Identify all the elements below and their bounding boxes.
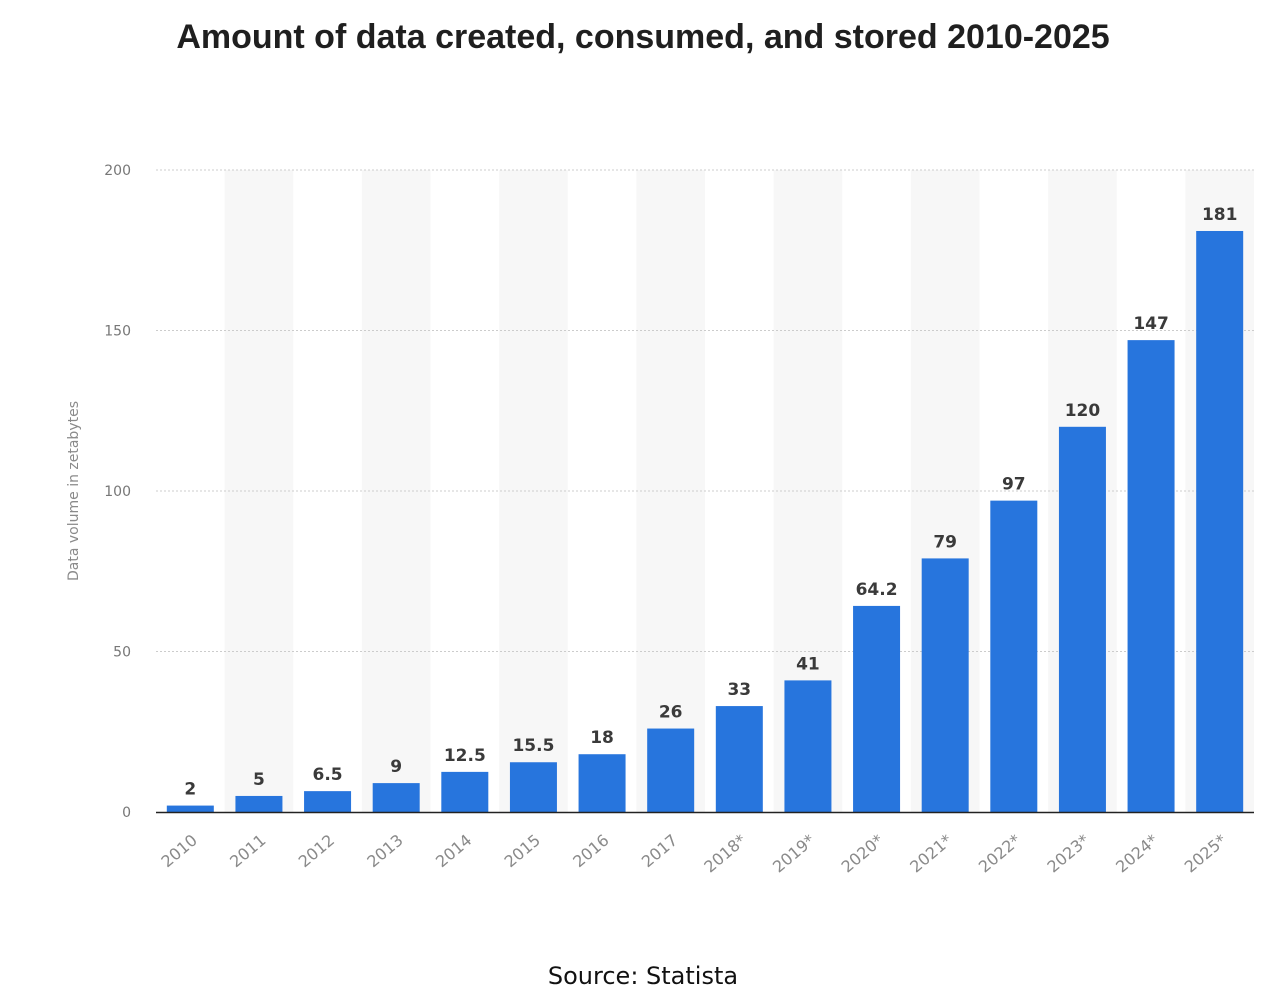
y-axis-ticks: 0 50 100 150 200: [104, 163, 131, 821]
x-tick-label: 2024*: [1112, 831, 1162, 877]
bar: [235, 795, 283, 812]
y-tick-label: 200: [104, 163, 131, 179]
bar: [166, 805, 214, 812]
data-label: 147: [1133, 314, 1169, 334]
data-label: 41: [796, 654, 820, 674]
y-tick-label: 100: [104, 484, 131, 500]
x-tick-label: 2017: [638, 831, 681, 872]
data-label: 15.5: [512, 736, 554, 756]
x-tick-label: 2025*: [1181, 831, 1231, 877]
x-tick-label: 2022*: [975, 831, 1025, 877]
x-tick-label: 2013: [363, 831, 406, 872]
y-tick-label: 150: [104, 324, 131, 340]
bar: [853, 605, 901, 812]
x-tick-label: 2018*: [700, 831, 750, 877]
bar: [715, 706, 763, 812]
y-axis-label: Data volume in zetabytes: [66, 401, 82, 581]
x-tick-label: 2020*: [838, 831, 888, 877]
bar: [578, 754, 626, 812]
bar: [1127, 340, 1175, 812]
data-label: 18: [590, 728, 614, 748]
data-label: 64.2: [856, 580, 898, 600]
data-label: 79: [933, 532, 957, 552]
data-label: 5: [253, 770, 265, 790]
data-label: 120: [1065, 401, 1101, 421]
bar: [441, 771, 489, 812]
gridlines: [156, 169, 1254, 652]
data-label: 6.5: [313, 765, 343, 785]
y-tick-label: 50: [113, 645, 131, 661]
bar: [647, 728, 695, 812]
x-tick-label: 2023*: [1043, 831, 1093, 877]
chart-title: Amount of data created, consumed, and st…: [176, 18, 1110, 56]
x-tick-label: 2021*: [906, 831, 956, 877]
data-label: 181: [1202, 205, 1238, 225]
x-tick-label: 2019*: [769, 831, 819, 877]
data-label: 97: [1002, 475, 1026, 495]
bars: [166, 230, 1244, 813]
data-labels: 2 5 6.5 9 12.5 15.5 18 26 33 41 64.2 79 97 120 147 181: [184, 205, 1237, 800]
x-axis-ticks: 2010 2011 2012 2013 2014 2015 2016 2017 2018* 201…: [157, 831, 1230, 877]
data-label: 33: [727, 680, 751, 700]
category-band: [224, 170, 294, 812]
bar: [784, 680, 832, 812]
source-note: Source: Statista: [547, 962, 739, 990]
bar: [921, 558, 969, 812]
bar: [990, 500, 1038, 812]
bar-chart: 0 50 100 150 200 2 5 6.5 9 12.5 15.5 18 26 33 41 64.2 7…: [66, 163, 1254, 877]
bar: [304, 791, 352, 812]
bar: [509, 762, 557, 812]
y-tick-label: 0: [122, 805, 131, 821]
data-label: 12.5: [444, 746, 486, 766]
x-tick-label: 2015: [501, 831, 544, 872]
x-tick-label: 2010: [157, 831, 200, 872]
bar: [1058, 426, 1106, 812]
x-tick-label: 2012: [295, 831, 338, 872]
x-tick-label: 2014: [432, 831, 475, 872]
data-label: 2: [184, 780, 196, 800]
x-tick-label: 2011: [226, 831, 269, 872]
x-tick-label: 2016: [569, 831, 612, 872]
data-label: 26: [659, 703, 683, 723]
bar: [1196, 230, 1244, 813]
bar: [372, 783, 420, 812]
data-label: 9: [390, 757, 402, 777]
